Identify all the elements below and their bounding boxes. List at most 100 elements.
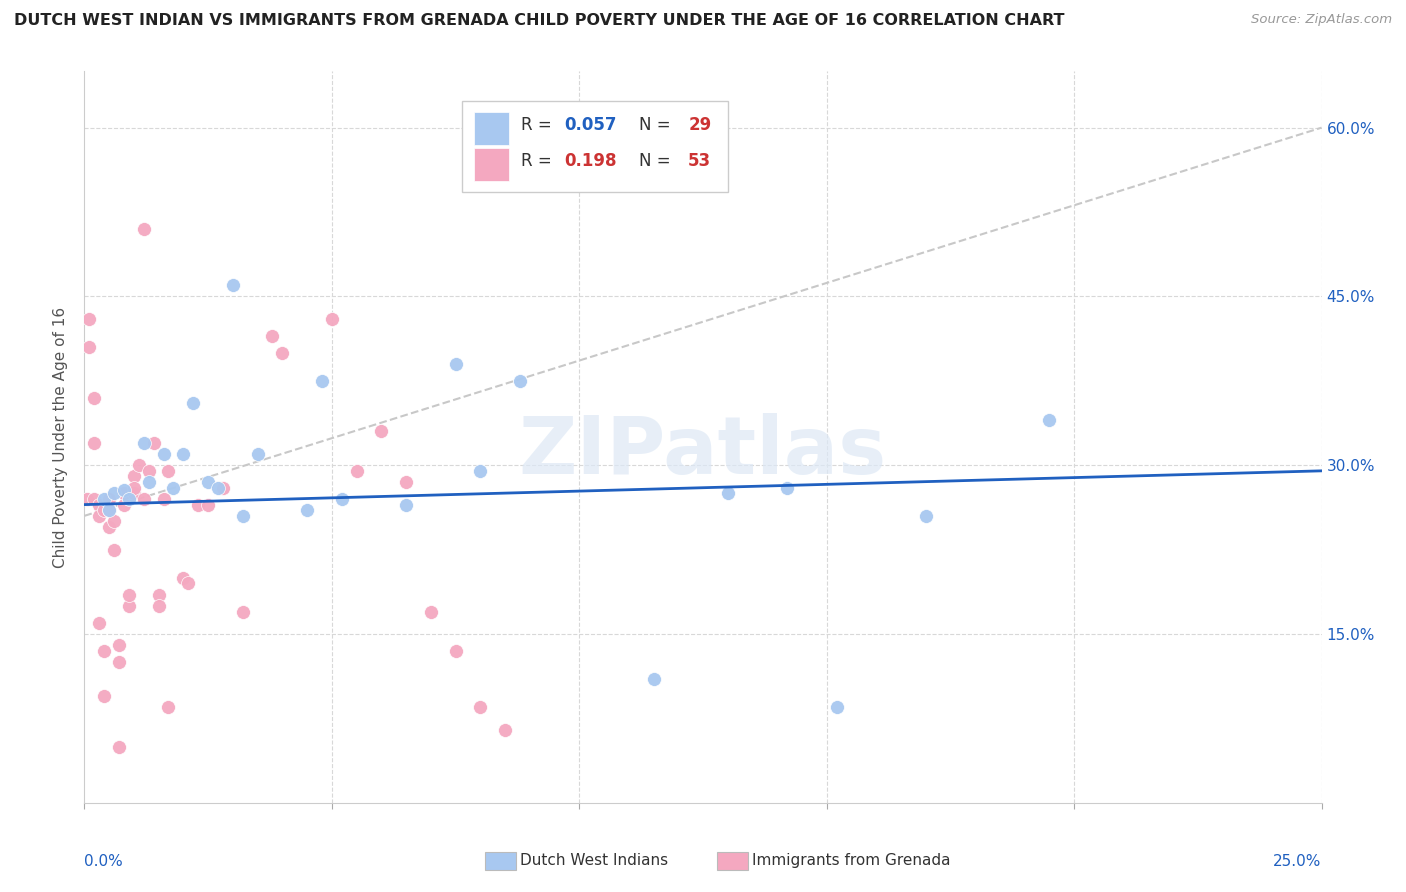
Point <box>118 491 141 506</box>
Text: Source: ZipAtlas.com: Source: ZipAtlas.com <box>1251 13 1392 27</box>
Text: N =: N = <box>638 153 675 170</box>
Point <box>118 588 141 602</box>
Point <box>128 458 150 473</box>
Point <box>152 447 174 461</box>
Point <box>212 481 235 495</box>
Text: R =: R = <box>522 116 557 134</box>
Text: 25.0%: 25.0% <box>1274 854 1322 869</box>
Point <box>419 605 441 619</box>
Point <box>112 498 135 512</box>
Point <box>181 396 204 410</box>
Point <box>222 278 245 293</box>
Point <box>112 486 135 500</box>
Text: 0.057: 0.057 <box>564 116 617 134</box>
Point <box>271 345 294 359</box>
Text: 0.0%: 0.0% <box>84 854 124 869</box>
Text: N =: N = <box>638 116 675 134</box>
Point <box>157 464 180 478</box>
Point <box>246 447 269 461</box>
Point <box>112 483 135 497</box>
FancyBboxPatch shape <box>474 148 509 181</box>
Point <box>93 689 115 703</box>
Point <box>330 491 353 506</box>
Point <box>470 464 492 478</box>
Point <box>370 425 392 439</box>
Point <box>83 435 105 450</box>
Point <box>83 391 105 405</box>
Point <box>148 599 170 613</box>
Point <box>187 498 209 512</box>
Text: 53: 53 <box>688 153 711 170</box>
Point <box>132 435 155 450</box>
Point <box>132 222 155 236</box>
Point <box>89 615 111 630</box>
FancyBboxPatch shape <box>474 112 509 145</box>
Point <box>93 644 115 658</box>
Point <box>98 503 121 517</box>
Point <box>132 491 155 506</box>
Point <box>717 486 740 500</box>
Point <box>914 508 936 523</box>
Point <box>262 328 284 343</box>
Point <box>76 491 98 506</box>
Point <box>108 739 131 754</box>
Point <box>79 340 101 354</box>
Point <box>152 491 174 506</box>
Point <box>172 571 194 585</box>
Point <box>138 464 160 478</box>
Point <box>172 447 194 461</box>
Point <box>103 515 125 529</box>
Point <box>346 464 368 478</box>
Point <box>643 672 665 686</box>
Text: ZIPatlas: ZIPatlas <box>519 413 887 491</box>
Point <box>395 475 418 489</box>
Point <box>122 486 145 500</box>
Text: DUTCH WEST INDIAN VS IMMIGRANTS FROM GRENADA CHILD POVERTY UNDER THE AGE OF 16 C: DUTCH WEST INDIAN VS IMMIGRANTS FROM GRE… <box>14 13 1064 29</box>
Point <box>177 576 200 591</box>
FancyBboxPatch shape <box>461 101 728 192</box>
Point <box>162 481 184 495</box>
Point <box>108 638 131 652</box>
Point <box>142 435 165 450</box>
Point <box>207 481 229 495</box>
Point <box>138 475 160 489</box>
Point <box>444 357 467 371</box>
Point <box>776 481 799 495</box>
Point <box>83 491 105 506</box>
Point <box>122 469 145 483</box>
Point <box>470 700 492 714</box>
Point <box>444 644 467 658</box>
Point <box>232 508 254 523</box>
Point <box>157 700 180 714</box>
Point <box>197 475 219 489</box>
Text: 29: 29 <box>688 116 711 134</box>
Point <box>232 605 254 619</box>
Point <box>103 486 125 500</box>
Point <box>321 312 343 326</box>
Point <box>295 503 318 517</box>
Point <box>118 599 141 613</box>
Point <box>89 508 111 523</box>
Point <box>197 498 219 512</box>
Point <box>79 312 101 326</box>
Point <box>98 503 121 517</box>
Point <box>494 723 516 737</box>
Point <box>311 374 333 388</box>
Point <box>98 520 121 534</box>
Point <box>103 542 125 557</box>
Text: Immigrants from Grenada: Immigrants from Grenada <box>752 854 950 868</box>
Point <box>148 588 170 602</box>
Y-axis label: Child Poverty Under the Age of 16: Child Poverty Under the Age of 16 <box>53 307 69 567</box>
Text: 0.198: 0.198 <box>564 153 617 170</box>
Point <box>108 655 131 669</box>
Point <box>825 700 848 714</box>
Point <box>98 491 121 506</box>
Point <box>93 491 115 506</box>
Point <box>395 498 418 512</box>
Point <box>509 374 531 388</box>
Point <box>89 498 111 512</box>
Point <box>93 503 115 517</box>
Point <box>1038 413 1060 427</box>
Text: R =: R = <box>522 153 557 170</box>
Text: Dutch West Indians: Dutch West Indians <box>520 854 668 868</box>
